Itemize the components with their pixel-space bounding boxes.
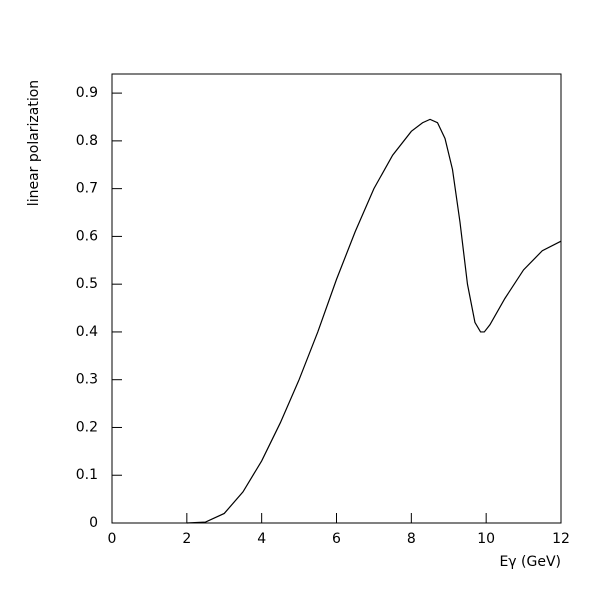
y-tick-label: 0.2	[76, 419, 98, 435]
x-tick-label: 2	[182, 531, 191, 547]
x-axis-title: Eγ (GeV)	[499, 554, 561, 570]
y-axis-title: linear polarization	[26, 80, 42, 206]
x-tick-label: 6	[332, 531, 341, 547]
x-tick-label: 4	[257, 531, 266, 547]
y-tick-label: 0.3	[76, 372, 98, 388]
y-tick-label: 0	[89, 515, 98, 531]
y-tick-label: 0.7	[76, 181, 98, 197]
x-tick-label: 10	[477, 531, 495, 547]
x-tick-label: 8	[407, 531, 416, 547]
y-tick-label: 0.1	[76, 467, 98, 483]
x-tick-label: 0	[108, 531, 117, 547]
y-tick-label: 0.6	[76, 228, 98, 244]
y-tick-label: 0.4	[76, 324, 98, 340]
y-tick-label: 0.9	[76, 85, 98, 101]
y-tick-label: 0.8	[76, 133, 98, 149]
y-tick-label: 0.5	[76, 276, 98, 292]
plot-frame	[111, 73, 562, 524]
line-series	[186, 118, 562, 524]
x-tick-label: 12	[552, 531, 570, 547]
